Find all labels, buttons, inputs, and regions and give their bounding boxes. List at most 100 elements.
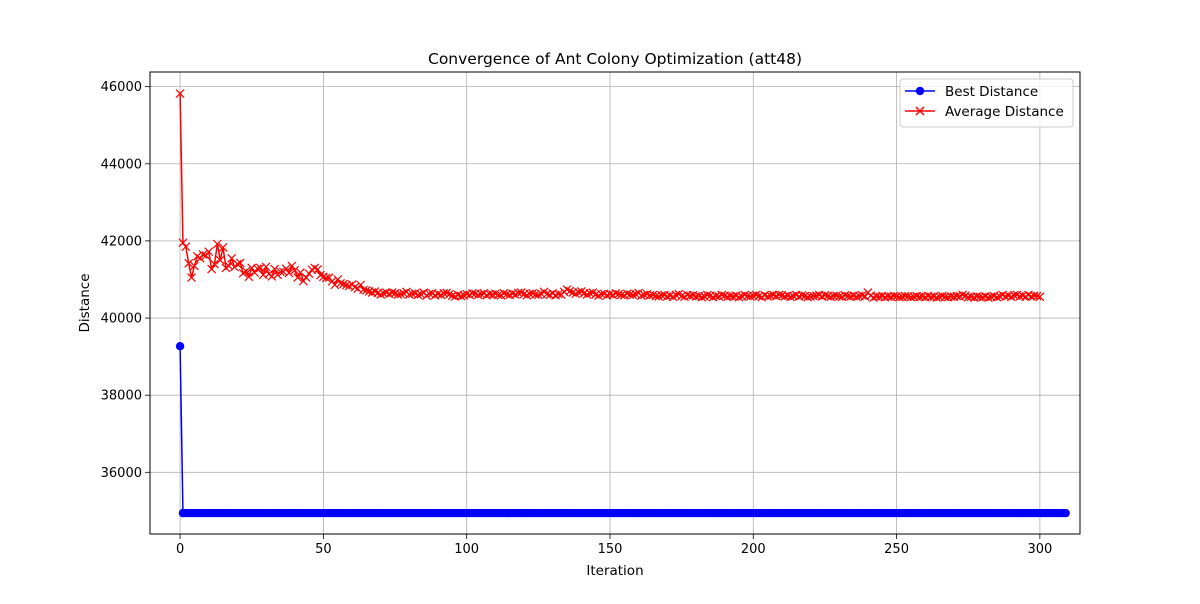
data-point-average-distance: [210, 259, 219, 269]
data-point-average-distance: [350, 282, 360, 292]
data-point-average-distance: [361, 285, 371, 295]
data-point-average-distance: [244, 272, 254, 282]
y-tick-label: 36000: [101, 466, 142, 481]
data-point-average-distance: [281, 264, 291, 274]
data-point-average-distance: [1035, 292, 1045, 302]
data-point-average-distance: [562, 285, 572, 294]
data-point-average-distance: [241, 266, 251, 276]
plot-frame: [149, 71, 1081, 535]
data-point-average-distance: [611, 288, 621, 298]
data-point-average-distance: [215, 255, 225, 265]
data-point-average-distance: [473, 290, 483, 300]
grid: [150, 72, 1080, 534]
y-tick-label: 46000: [101, 80, 142, 95]
data-point-average-distance: [267, 271, 277, 281]
data-point-average-distance: [582, 290, 592, 299]
data-point-average-distance: [516, 288, 526, 298]
data-point-average-distance: [763, 292, 773, 301]
data-point-average-distance: [983, 293, 993, 303]
data-point-average-distance: [261, 262, 271, 272]
data-point-average-distance: [594, 291, 603, 301]
data-point-average-distance: [195, 253, 205, 263]
data-point-average-distance: [201, 251, 211, 260]
data-point-average-distance: [181, 242, 191, 252]
data-point-average-distance: [740, 290, 750, 300]
data-point-average-distance: [786, 292, 795, 302]
data-point-average-distance: [932, 293, 942, 303]
y-tick-label: 42000: [101, 234, 142, 249]
y-tick-label: 38000: [101, 389, 142, 404]
legend-box: [899, 78, 1074, 128]
data-point-average-distance: [1032, 291, 1042, 301]
data-point-average-distance: [734, 292, 744, 302]
data-point-average-distance: [654, 292, 664, 301]
data-point-average-distance: [359, 285, 368, 295]
data-point-average-distance: [467, 288, 477, 298]
data-point-average-distance: [290, 265, 300, 275]
data-point-average-distance: [336, 278, 346, 288]
y-tick-label: 40000: [101, 312, 142, 327]
legend-best-marker: [915, 86, 925, 96]
data-point-average-distance: [287, 261, 297, 271]
data-point-average-distance: [218, 243, 228, 252]
data-point-average-distance: [717, 290, 727, 300]
series-best-distance: [175, 341, 1070, 518]
legend-best-label: Best Distance: [945, 84, 1038, 100]
data-point-average-distance: [631, 289, 641, 299]
data-point-average-distance: [490, 289, 500, 299]
data-point-average-distance: [510, 290, 520, 299]
data-point-average-distance: [745, 292, 755, 301]
data-point-average-distance: [436, 290, 446, 300]
data-point-average-distance: [774, 290, 784, 300]
legend-average-marker: [915, 106, 925, 116]
data-point-average-distance: [425, 289, 434, 299]
data-point-average-distance: [333, 275, 343, 284]
data-point-average-distance: [533, 290, 543, 300]
data-point-average-distance: [992, 292, 1002, 302]
legend: Best Distance Average Distance: [899, 78, 1074, 128]
data-point-average-distance: [528, 288, 538, 298]
data-point-average-distance: [204, 247, 214, 257]
x-tick-label: 200: [741, 542, 766, 557]
data-point-average-distance: [571, 289, 581, 299]
data-point-best-distance: [175, 341, 185, 351]
data-point-average-distance: [456, 291, 466, 301]
data-point-average-distance: [232, 259, 242, 269]
data-point-average-distance: [637, 291, 646, 301]
data-point-average-distance: [445, 289, 454, 299]
data-point-average-distance: [313, 265, 323, 274]
x-tick-label: 100: [454, 542, 479, 557]
data-point-average-distance: [310, 263, 320, 273]
data-point-average-distance: [187, 273, 196, 282]
data-point-average-distance: [493, 290, 503, 300]
x-tick-label: 250: [884, 542, 909, 557]
series-average-distance: [175, 89, 1045, 303]
data-point-average-distance: [565, 286, 575, 296]
data-point-average-distance: [284, 268, 294, 278]
data-point-average-distance: [396, 289, 406, 299]
chart-title: Convergence of Ant Colony Optimization (…: [428, 50, 802, 68]
y-tick-label: 44000: [101, 157, 142, 172]
data-point-average-distance: [522, 290, 532, 300]
data-point-average-distance: [301, 273, 311, 282]
series-layer: [175, 89, 1070, 518]
data-point-average-distance: [184, 258, 194, 268]
data-point-average-distance: [316, 270, 325, 280]
data-point-average-distance: [376, 290, 386, 299]
data-point-average-distance: [370, 287, 380, 296]
data-point-average-distance: [820, 290, 830, 300]
data-point-average-distance: [175, 89, 185, 99]
data-point-average-distance: [189, 261, 199, 271]
data-point-average-distance: [235, 258, 245, 268]
data-point-average-distance: [852, 292, 861, 302]
data-point-average-distance: [958, 290, 967, 300]
data-point-average-distance: [648, 290, 658, 300]
data-point-average-distance: [628, 290, 638, 300]
data-point-average-distance: [413, 290, 423, 300]
data-point-average-distance: [178, 238, 188, 248]
y-axis-label: Distance: [77, 273, 93, 332]
data-point-best-distance: [1061, 508, 1070, 518]
x-axis-label: Iteration: [586, 563, 643, 579]
data-point-average-distance: [1006, 292, 1016, 302]
